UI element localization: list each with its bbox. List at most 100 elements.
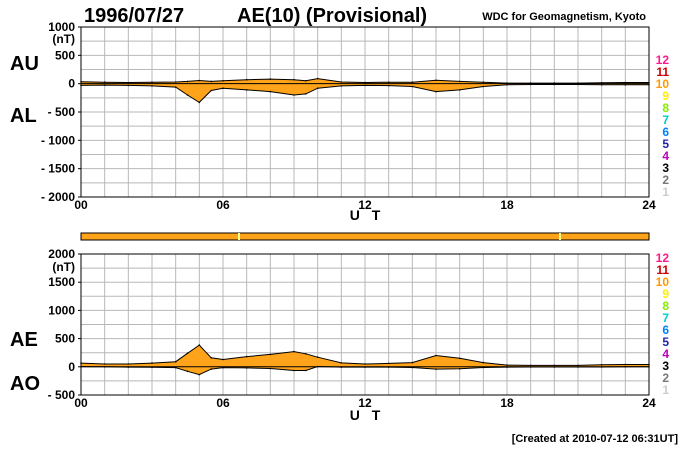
y-tick-label: 0	[68, 360, 75, 374]
series-line-ae	[80, 344, 649, 366]
data-point-au	[458, 80, 461, 83]
data-point-ae	[186, 352, 189, 355]
data-point-al	[174, 86, 177, 88]
data-point-al	[387, 84, 390, 87]
y-tick-label: - 2000	[41, 190, 75, 204]
y-tick-label: 500	[55, 332, 75, 346]
station-count-label: 3	[662, 359, 669, 373]
data-point-ao	[198, 373, 201, 376]
data-point-ao	[305, 369, 307, 372]
x-tick-label: 12	[358, 396, 372, 410]
data-point-ae	[316, 356, 319, 359]
data-point-au	[174, 81, 177, 83]
data-point-al	[245, 89, 248, 91]
station-count-label: 5	[662, 137, 669, 151]
y-tick-label: - 500	[48, 388, 76, 402]
y-tick-label: - 1500	[41, 162, 75, 176]
status-bar-tick	[238, 233, 240, 240]
x-tick-label: 00	[74, 396, 88, 410]
data-point-ae	[269, 353, 272, 356]
data-point-al	[293, 94, 295, 96]
station-count-label: 6	[662, 125, 669, 139]
data-point-al	[411, 85, 414, 88]
x-tick-label: 24	[642, 396, 656, 410]
station-count-label: 10	[656, 275, 670, 289]
data-point-al	[269, 90, 272, 93]
data-point-al	[198, 101, 201, 104]
data-point-al	[305, 93, 307, 95]
data-point-al	[151, 85, 153, 87]
data-point-al	[458, 89, 461, 91]
data-point-ae	[506, 364, 508, 366]
station-count-label: 12	[656, 53, 670, 67]
data-point-ae	[529, 364, 532, 367]
ao-series-label: AO	[10, 373, 40, 395]
data-point-al	[600, 84, 603, 86]
data-point-au	[186, 80, 189, 83]
station-count-label: 4	[662, 149, 669, 163]
data-point-ao	[435, 368, 437, 370]
y-tick-label: 1500	[48, 275, 75, 289]
al-series-label: AL	[10, 105, 37, 127]
data-point-au	[364, 81, 366, 84]
data-point-ae	[198, 344, 201, 346]
data-point-ae	[624, 363, 627, 366]
station-count-label: 11	[656, 65, 669, 79]
data-point-al	[482, 85, 485, 88]
data-point-au	[269, 78, 272, 80]
data-point-ae	[411, 361, 414, 364]
station-count-label: 4	[662, 347, 669, 361]
data-point-ae	[103, 363, 106, 365]
x-tick-label: 18	[500, 198, 514, 212]
x-tick-label: 06	[216, 198, 230, 212]
station-count-label: 8	[662, 101, 669, 115]
station-count-label: 6	[662, 323, 669, 337]
data-point-al	[127, 84, 130, 87]
data-point-ae	[482, 361, 485, 364]
data-point-ae	[458, 357, 461, 360]
data-point-ao	[186, 370, 189, 373]
data-point-ae	[305, 353, 307, 355]
station-count-label: 2	[662, 173, 669, 187]
x-tick-label: 06	[216, 396, 230, 410]
data-point-ae	[435, 354, 437, 357]
data-point-al	[435, 90, 437, 93]
series-line-al	[80, 84, 649, 104]
y-tick-label: 500	[55, 48, 75, 62]
data-point-au	[210, 80, 212, 83]
y-tick-label: 1000	[48, 303, 75, 317]
data-point-au	[624, 81, 627, 84]
data-point-ae	[245, 355, 248, 358]
data-point-au	[435, 79, 437, 82]
au-series-label: AU	[10, 53, 39, 75]
data-point-ae	[151, 362, 153, 364]
data-point-ae	[222, 358, 224, 361]
data-point-ao	[245, 367, 248, 369]
x-tick-label: 24	[642, 198, 656, 212]
station-count-label: 12	[656, 251, 670, 265]
status-bar-fill	[80, 232, 650, 241]
data-point-al	[316, 87, 319, 89]
data-point-au	[151, 81, 153, 83]
data-point-ae	[600, 364, 603, 366]
station-count-label: 10	[656, 77, 670, 91]
station-count-label: 1	[662, 185, 669, 199]
y-tick-label: 0	[68, 77, 75, 91]
data-point-ae	[293, 350, 295, 353]
data-point-au	[482, 81, 485, 83]
data-point-al	[186, 94, 189, 96]
data-point-au	[411, 81, 414, 83]
x-tick-label: 18	[500, 396, 514, 410]
data-status-bar	[80, 232, 650, 241]
au-al-unit-label: (nT)	[52, 32, 75, 46]
data-point-ae	[340, 362, 343, 364]
data-point-al	[364, 84, 366, 87]
data-point-ae	[364, 363, 366, 365]
station-count-label: 11	[656, 263, 669, 277]
data-point-ae	[210, 357, 212, 359]
data-point-al	[222, 87, 224, 89]
